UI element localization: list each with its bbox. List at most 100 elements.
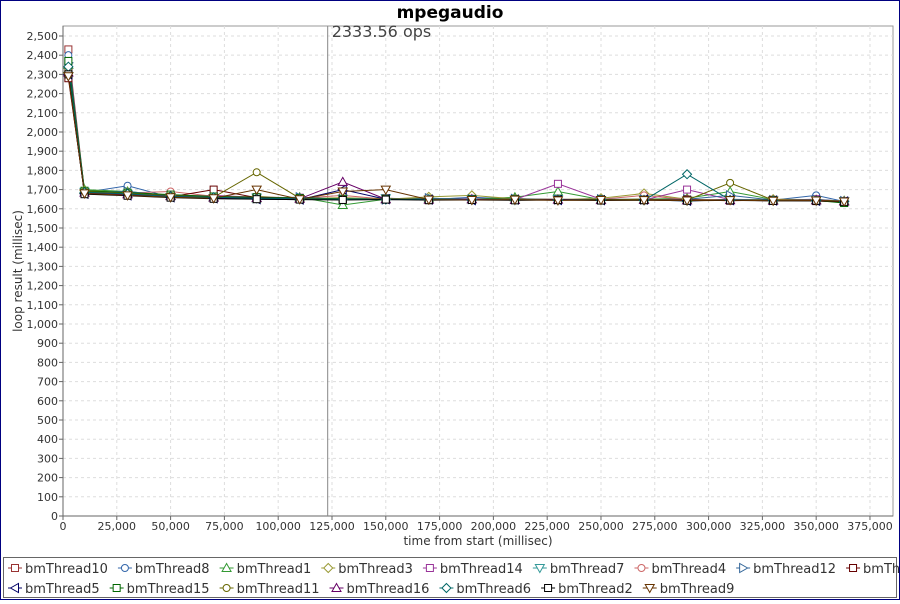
legend-item: bmThread10 [8, 562, 108, 577]
point [337, 199, 349, 209]
point [222, 584, 231, 592]
legend-item: bmThread1 [219, 562, 311, 577]
point [252, 168, 261, 177]
x-tick-label: 225,000 [524, 520, 570, 533]
point [63, 72, 74, 82]
legend-item: bmThread15 [109, 582, 210, 597]
point [337, 187, 349, 198]
point [534, 564, 546, 574]
point [638, 196, 650, 206]
y-tick-label: 1,400 [27, 241, 59, 254]
y-tick-label: 2,100 [27, 107, 59, 120]
legend-item: bmThread7 [532, 562, 625, 577]
y-tick-label: 800 [37, 356, 58, 369]
legend-item: bmThread11 [219, 582, 320, 597]
legend-item: bmThread9 [642, 582, 734, 597]
point [208, 194, 219, 204]
y-tick-label: 1,500 [27, 222, 59, 235]
point [849, 564, 858, 572]
point [112, 584, 121, 592]
legend-label: bmThread10 [25, 562, 108, 577]
x-tick-label: 375,000 [847, 520, 893, 533]
point [338, 195, 347, 204]
point [637, 564, 646, 572]
point [466, 195, 478, 206]
point [726, 178, 735, 187]
x-axis-label: time from start (millisec) [403, 534, 552, 548]
legend-label: bmThread6 [456, 582, 531, 597]
x-tick-label: 275,000 [632, 520, 678, 533]
legend-label: bmThread8 [135, 562, 210, 577]
point [165, 193, 176, 203]
point [252, 195, 261, 204]
point [337, 176, 349, 186]
legend-item: bmThread5 [8, 582, 100, 597]
point [724, 196, 736, 206]
legend-label: bmThread14 [440, 562, 523, 577]
legend-item: bmThread6 [439, 582, 531, 597]
legend-label: bmThread4 [651, 562, 726, 577]
point [11, 564, 19, 572]
x-tick-label: 300,000 [686, 520, 732, 533]
x-tick-label: 0 [60, 520, 67, 533]
point [120, 564, 129, 572]
x-tick-label: 100,000 [255, 520, 301, 533]
y-tick-label: 1,700 [27, 184, 59, 197]
x-tick-label: 325,000 [740, 520, 786, 533]
point [9, 582, 19, 594]
legend-label: bmThread12 [753, 562, 836, 577]
legend-item: bmThread8 [117, 562, 210, 577]
legend-label: bmThread7 [550, 562, 625, 577]
y-tick-label: 1,000 [27, 318, 59, 331]
point [683, 185, 692, 194]
x-tick-label: 50,000 [151, 520, 190, 533]
point [681, 196, 693, 207]
point [544, 584, 553, 592]
legend-item: bmThread3 [321, 562, 413, 577]
point [331, 582, 342, 592]
y-tick-label: 1,100 [27, 299, 59, 312]
y-tick-label: 2,200 [27, 88, 59, 101]
legend-label: bmThread16 [347, 582, 430, 597]
legend-box [3, 557, 897, 598]
legend-item: bmThread14 [422, 562, 523, 577]
point [644, 584, 656, 594]
point [251, 185, 263, 196]
chart-title: mpegaudio [397, 3, 504, 23]
legend-label: bmThread2 [558, 582, 633, 597]
y-tick-label: 1,300 [27, 260, 59, 273]
y-tick-label: 2,500 [27, 30, 59, 43]
legend-item: bmThread4 [634, 562, 726, 577]
y-tick-label: 500 [37, 414, 58, 427]
point [553, 179, 562, 188]
point [838, 197, 850, 208]
point [423, 195, 435, 206]
point [122, 191, 133, 201]
x-tick-label: 200,000 [471, 520, 517, 533]
point [810, 196, 822, 207]
point [739, 562, 749, 574]
series-line [67, 76, 845, 202]
legend-label: bmThread5 [25, 582, 100, 597]
point [380, 185, 392, 196]
legend-label: bmThread15 [127, 582, 210, 597]
marker-label: 2333.56 ops [332, 22, 432, 41]
y-tick-label: 2,300 [27, 68, 59, 81]
legend-label: bmThread11 [237, 582, 320, 597]
y-tick-label: 900 [37, 337, 58, 350]
legend-label: bmThread13 [863, 562, 900, 577]
point [441, 582, 452, 594]
x-tick-label: 125,000 [309, 520, 355, 533]
y-tick-label: 1,800 [27, 164, 59, 177]
legend-item: bmThread12 [736, 562, 836, 577]
y-tick-label: 1,900 [27, 145, 59, 158]
point [509, 195, 521, 206]
y-tick-label: 300 [37, 452, 58, 465]
legend-item: bmThread2 [541, 582, 633, 597]
point [595, 195, 607, 206]
x-tick-label: 150,000 [363, 520, 409, 533]
y-tick-label: 700 [37, 376, 58, 389]
point [79, 189, 90, 199]
y-tick-label: 1,200 [27, 280, 59, 293]
point [323, 562, 334, 574]
